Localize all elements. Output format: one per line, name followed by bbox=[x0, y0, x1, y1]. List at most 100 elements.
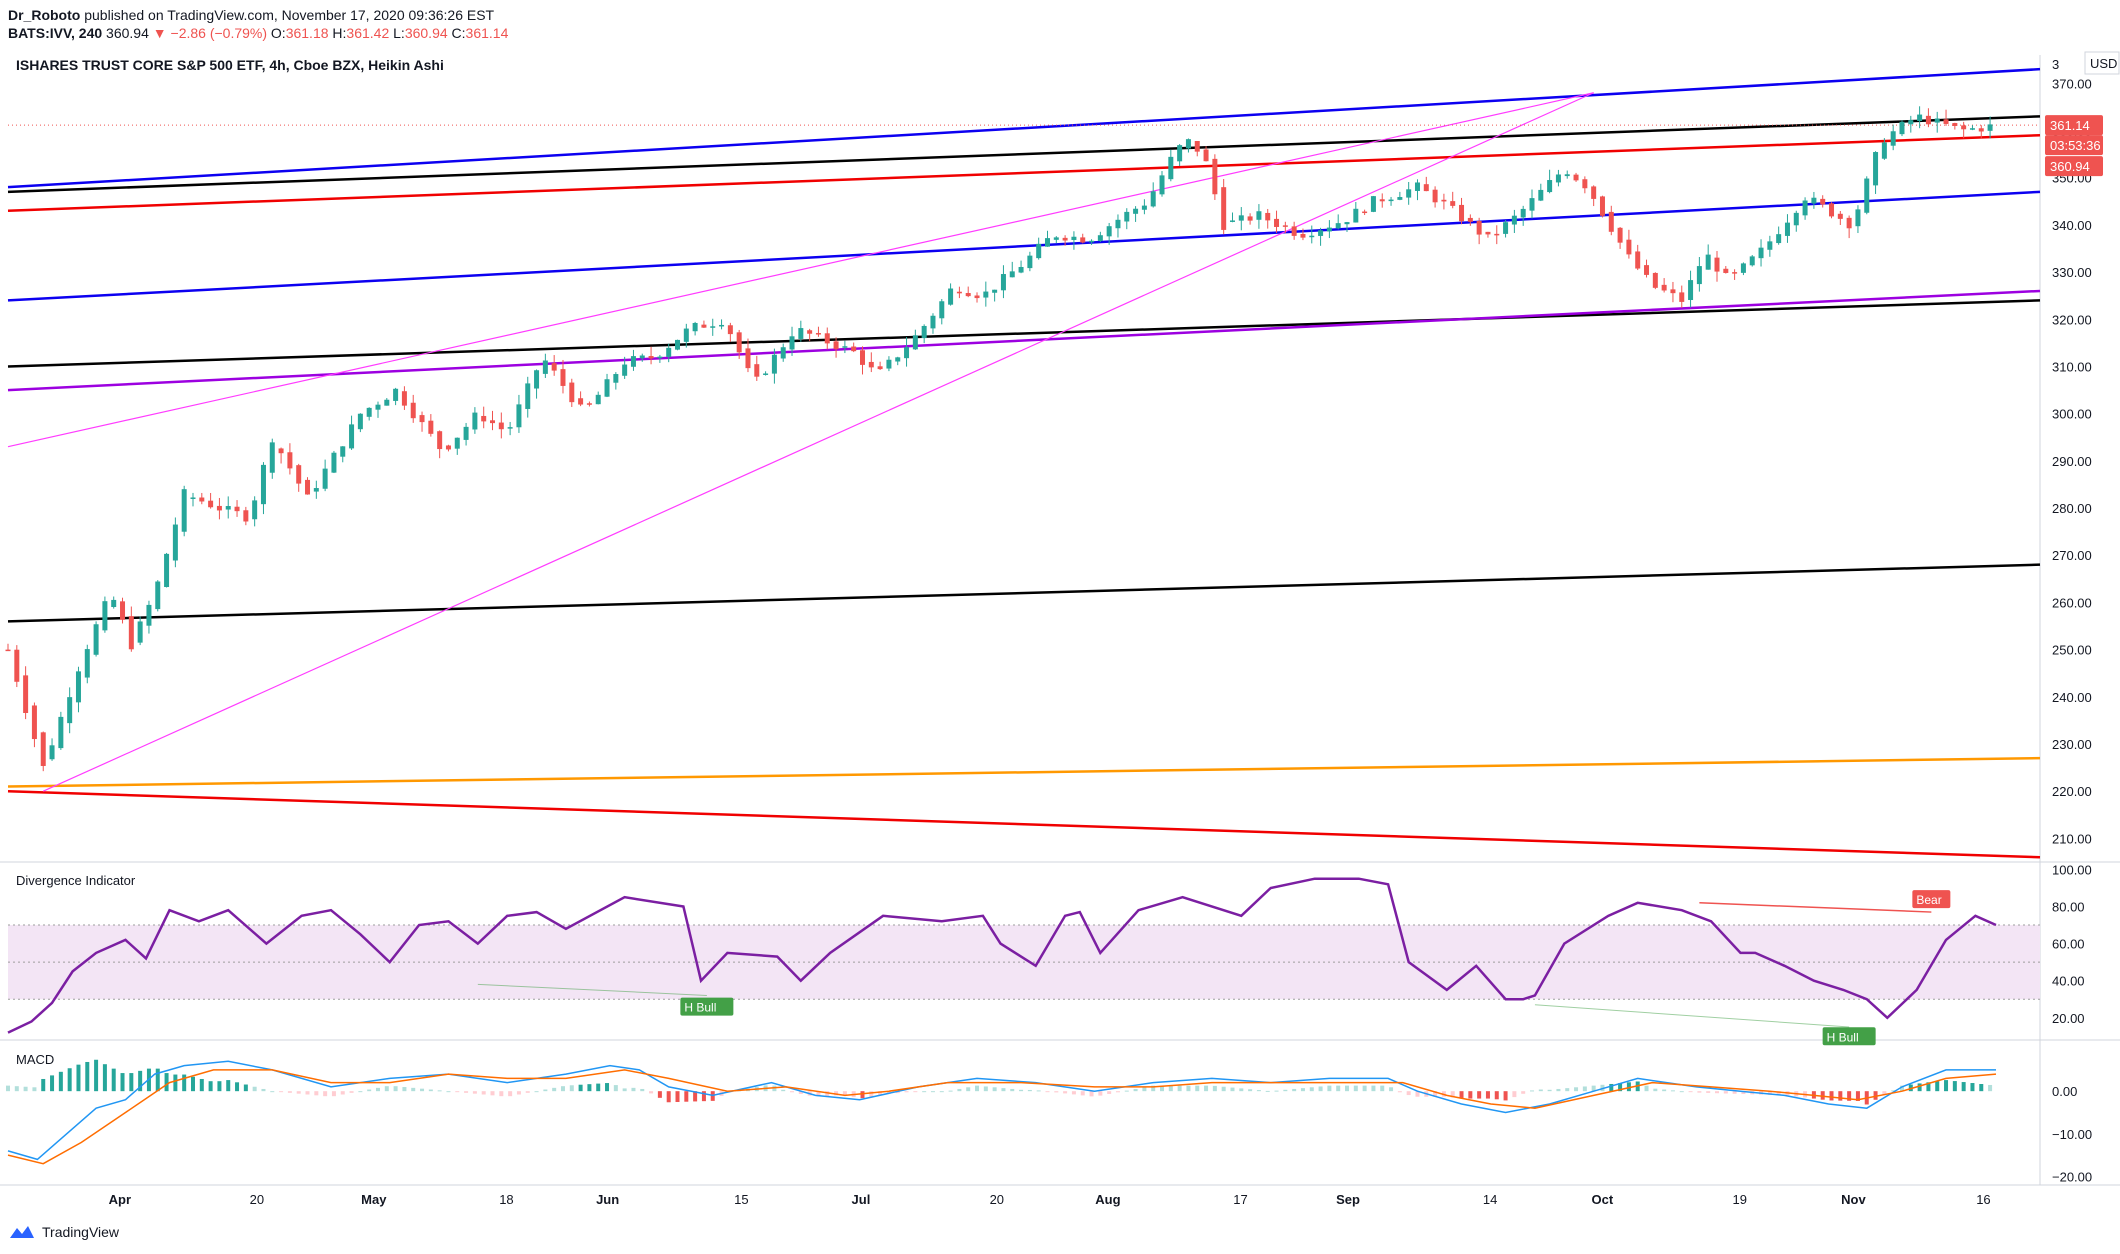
candle-body bbox=[833, 341, 839, 350]
macd-histogram-bar bbox=[173, 1074, 178, 1092]
candle-body bbox=[1749, 256, 1755, 266]
price-label-text: 360.94 bbox=[2050, 159, 2090, 174]
macd-histogram-bar bbox=[1459, 1091, 1464, 1099]
time-tick-label: Sep bbox=[1336, 1192, 1360, 1207]
macd-histogram-bar bbox=[534, 1091, 539, 1093]
candle-body bbox=[322, 468, 328, 489]
purple-trend-line[interactable] bbox=[7, 289, 2041, 392]
tradingview-logo-icon bbox=[10, 1226, 34, 1238]
rsi-tick-label: 100.00 bbox=[2052, 862, 2092, 877]
macd-histogram-bar bbox=[1265, 1090, 1270, 1092]
macd-histogram-bar bbox=[499, 1091, 504, 1097]
candle-body bbox=[1353, 208, 1359, 223]
candle-body bbox=[1467, 217, 1473, 222]
symbol-label[interactable]: BATS:IVV, 240 bbox=[8, 25, 103, 41]
rsi-tick-label: 40.00 bbox=[2052, 974, 2085, 989]
macd-histogram-bar bbox=[1195, 1085, 1200, 1092]
candle-body bbox=[1212, 158, 1218, 195]
candle-body bbox=[1282, 225, 1288, 227]
candle-body bbox=[1133, 208, 1139, 214]
candle-body bbox=[1547, 180, 1553, 193]
macd-histogram-bar bbox=[1010, 1088, 1015, 1092]
open-value: 361.18 bbox=[285, 25, 329, 41]
black-trend-line[interactable] bbox=[7, 563, 2041, 623]
magenta-trend-line[interactable] bbox=[42, 92, 1594, 792]
rsi-line[interactable] bbox=[7, 877, 1997, 1034]
macd-histogram-bar bbox=[226, 1080, 231, 1092]
macd-histogram-bar bbox=[1644, 1085, 1649, 1092]
macd-histogram-bar bbox=[1406, 1091, 1411, 1096]
candle-body bbox=[366, 407, 372, 417]
currency-box[interactable] bbox=[2084, 51, 2120, 75]
candle-body bbox=[5, 649, 11, 652]
macd-histogram-bar bbox=[1952, 1081, 1957, 1092]
macd-histogram-bar bbox=[1485, 1091, 1490, 1099]
macd-histogram-bar bbox=[1538, 1089, 1543, 1092]
macd-histogram-bar bbox=[6, 1085, 10, 1092]
macd-histogram-bar bbox=[640, 1088, 645, 1092]
macd-histogram-bar bbox=[1204, 1085, 1209, 1092]
black-trend-line[interactable] bbox=[7, 115, 2041, 194]
candle-body bbox=[84, 649, 90, 678]
candle-body bbox=[1177, 145, 1183, 162]
candle-body bbox=[1776, 234, 1782, 244]
candle-body bbox=[1925, 115, 1931, 125]
red-trend-line[interactable] bbox=[7, 789, 2041, 859]
macd-histogram-bar bbox=[631, 1087, 636, 1092]
time-tick-label: May bbox=[361, 1192, 387, 1207]
time-tick-label: Oct bbox=[1592, 1192, 1614, 1207]
macd-histogram-bar bbox=[261, 1088, 266, 1092]
macd-histogram-bar bbox=[32, 1087, 37, 1092]
candle-body bbox=[1194, 141, 1200, 152]
candle-body bbox=[172, 524, 178, 561]
macd-histogram-bar bbox=[1891, 1090, 1896, 1092]
candle-body bbox=[1934, 118, 1940, 123]
macd-histogram-bar bbox=[781, 1089, 786, 1092]
candle-body bbox=[1723, 268, 1729, 273]
magenta-trend-line[interactable] bbox=[7, 92, 1594, 448]
time-tick-label: Nov bbox=[1841, 1192, 1866, 1207]
macd-histogram-bar bbox=[1212, 1085, 1217, 1092]
candle-body bbox=[1837, 213, 1843, 219]
candle-body bbox=[930, 315, 936, 329]
macd-histogram-bar bbox=[1521, 1091, 1526, 1094]
candle-body bbox=[1688, 280, 1694, 301]
price-label-box bbox=[2045, 135, 2103, 156]
candle-body bbox=[1036, 243, 1042, 259]
footer-brand[interactable]: TradingView bbox=[8, 1224, 119, 1240]
macd-histogram-bar bbox=[367, 1089, 372, 1092]
macd-histogram-bar bbox=[23, 1086, 28, 1092]
candle-body bbox=[842, 346, 848, 348]
publisher-name[interactable]: Dr_Roboto bbox=[8, 7, 81, 23]
candle-body bbox=[1987, 124, 1993, 131]
macd-line[interactable] bbox=[7, 1060, 1996, 1161]
macd-histogram-bar bbox=[50, 1075, 55, 1092]
macd-histogram-bar bbox=[983, 1086, 988, 1092]
candle-body bbox=[578, 398, 584, 405]
low-value: 360.94 bbox=[404, 25, 448, 41]
macd-histogram-bar bbox=[1688, 1091, 1693, 1093]
candle-body bbox=[1326, 227, 1332, 232]
time-tick-label: 17 bbox=[1233, 1192, 1247, 1207]
candle-body bbox=[1238, 215, 1244, 221]
candle-body bbox=[771, 354, 777, 374]
macd-histogram-bar bbox=[375, 1087, 380, 1092]
macd-title: MACD bbox=[16, 1052, 54, 1067]
macd-histogram-bar bbox=[816, 1091, 821, 1097]
price-label-box bbox=[2045, 156, 2103, 177]
blue-trend-line[interactable] bbox=[7, 190, 2041, 302]
signal-line[interactable] bbox=[7, 1069, 1997, 1165]
candle-body bbox=[516, 404, 522, 428]
black-trend-line[interactable] bbox=[7, 299, 2041, 368]
macd-histogram-bar bbox=[878, 1091, 883, 1096]
orange-trend-line[interactable] bbox=[7, 756, 2041, 788]
blue-trend-line[interactable] bbox=[7, 67, 2041, 189]
macd-histogram-bar bbox=[966, 1087, 971, 1092]
red-trend-line[interactable] bbox=[7, 133, 2041, 212]
price-tick-label: 260.00 bbox=[2052, 595, 2092, 610]
macd-histogram-bar bbox=[1697, 1091, 1702, 1093]
candle-body bbox=[1265, 212, 1271, 221]
candle-body bbox=[692, 322, 698, 332]
macd-histogram-bar bbox=[1556, 1088, 1561, 1092]
